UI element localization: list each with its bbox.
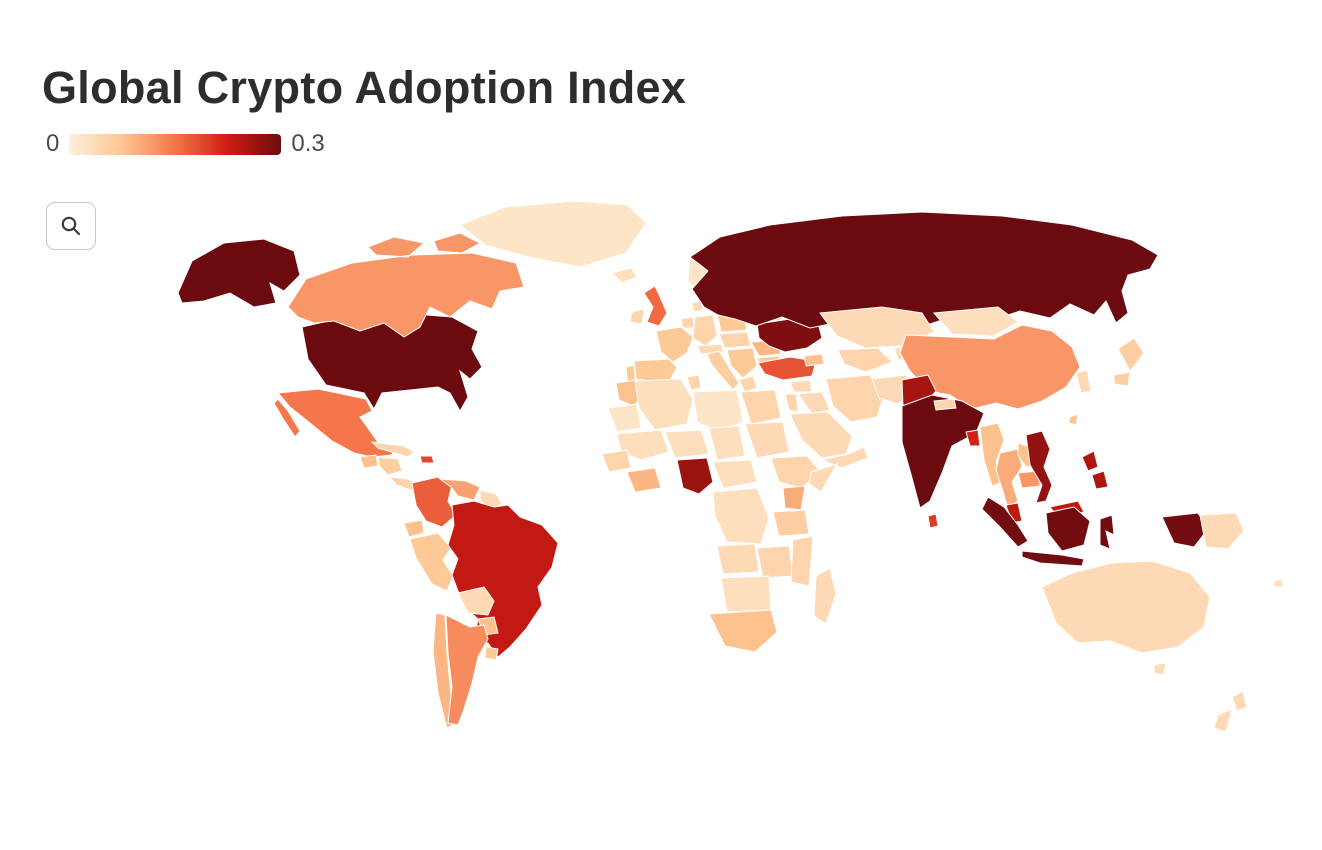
country-brazil[interactable] [447, 500, 559, 658]
country-iraq[interactable] [797, 391, 831, 415]
country-bangladesh[interactable] [965, 429, 981, 447]
country-uzbekistan[interactable] [837, 347, 893, 373]
country-kenya[interactable] [782, 485, 806, 511]
country-mauritania[interactable] [607, 403, 642, 433]
country-thailand[interactable] [995, 448, 1023, 509]
country-tunisia[interactable] [686, 374, 702, 391]
country-jordan-israel[interactable] [784, 393, 799, 413]
country-angola[interactable] [716, 543, 760, 575]
country-taiwan[interactable] [1068, 413, 1079, 426]
country-syria[interactable] [789, 379, 813, 393]
country-egypt[interactable] [740, 389, 782, 425]
country-mali[interactable] [616, 429, 670, 461]
country-denmark[interactable] [691, 300, 704, 313]
country-sudan[interactable] [744, 421, 790, 459]
country-fiji[interactable] [1273, 578, 1283, 588]
country-cuba[interactable] [370, 441, 415, 458]
country-new-zealand[interactable] [1213, 690, 1248, 733]
country-south-africa[interactable] [708, 609, 778, 653]
country-senegal[interactable] [601, 449, 632, 473]
page-title: Global Crypto Adoption Index [42, 62, 687, 114]
country-australia[interactable] [1041, 560, 1211, 676]
country-niger[interactable] [664, 429, 710, 459]
country-france[interactable] [655, 326, 694, 363]
country-chad[interactable] [708, 425, 746, 461]
country-uruguay[interactable] [484, 646, 499, 661]
country-iran[interactable] [825, 374, 885, 423]
country-zambia[interactable] [756, 545, 794, 579]
countries-layer [177, 200, 1283, 733]
country-venezuela[interactable] [438, 478, 481, 501]
country-mozambique[interactable] [790, 535, 814, 587]
country-vietnam[interactable] [1025, 430, 1053, 504]
zoom-button[interactable] [46, 202, 96, 250]
world-map-svg [177, 200, 1283, 733]
world-choropleth-map [120, 195, 1290, 835]
country-japan[interactable] [1113, 337, 1145, 387]
magnifier-icon [61, 216, 81, 236]
country-cameroon[interactable] [712, 459, 758, 489]
country-benelux[interactable] [680, 316, 696, 329]
country-ecuador[interactable] [403, 519, 425, 538]
country-greenland[interactable] [459, 200, 647, 268]
country-guatemala[interactable] [359, 454, 379, 469]
country-germany[interactable] [692, 314, 718, 347]
country-algeria[interactable] [634, 378, 694, 431]
color-legend: 0 0.3 [46, 130, 325, 158]
country-libya[interactable] [692, 389, 744, 433]
country-korea[interactable] [1075, 369, 1092, 394]
country-namibia-botswana[interactable] [720, 575, 772, 613]
legend-min-label: 0 [46, 130, 60, 157]
country-czech-hungary[interactable] [718, 331, 752, 349]
country-nepal[interactable] [933, 398, 957, 411]
country-bolivia[interactable] [457, 586, 495, 616]
country-tanzania[interactable] [772, 509, 810, 537]
country-dr-congo[interactable] [712, 487, 770, 545]
country-dominican-republic[interactable] [419, 455, 435, 464]
country-united-states[interactable] [177, 238, 483, 413]
legend-max-label: 0.3 [291, 130, 325, 157]
country-peru[interactable] [409, 532, 454, 592]
country-nigeria[interactable] [676, 457, 714, 495]
country-italy[interactable] [706, 350, 740, 391]
country-turkey[interactable] [757, 356, 817, 381]
country-balkans[interactable] [726, 347, 758, 379]
country-sri-lanka[interactable] [927, 513, 939, 529]
country-iceland[interactable] [611, 267, 638, 284]
country-somalia[interactable] [808, 463, 839, 493]
country-philippines[interactable] [1081, 450, 1109, 490]
country-papua-new-guinea[interactable] [1199, 512, 1245, 550]
country-caucasus[interactable] [803, 353, 825, 367]
country-cambodia[interactable] [1017, 470, 1041, 489]
country-russia[interactable] [689, 211, 1159, 329]
country-argentina[interactable] [445, 614, 489, 726]
country-greece[interactable] [738, 375, 758, 393]
country-canada[interactable] [287, 232, 525, 338]
country-saudi-arabia[interactable] [789, 411, 853, 459]
country-united-kingdom[interactable] [643, 285, 668, 327]
country-ireland[interactable] [629, 308, 645, 325]
country-yemen-oman[interactable] [820, 446, 869, 469]
country-madagascar[interactable] [813, 567, 837, 625]
country-indonesia[interactable] [981, 496, 1209, 576]
country-mongolia[interactable] [932, 306, 1019, 337]
country-india[interactable] [901, 394, 985, 509]
country-honduras[interactable] [377, 456, 403, 476]
legend-gradient-bar [69, 133, 282, 155]
country-ghana[interactable] [626, 467, 662, 493]
